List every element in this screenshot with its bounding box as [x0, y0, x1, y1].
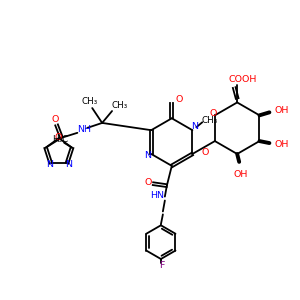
Text: O: O: [209, 109, 217, 118]
Text: N: N: [191, 122, 198, 131]
Text: N: N: [46, 160, 53, 169]
Text: O: O: [144, 178, 152, 187]
Text: CH₃: CH₃: [201, 116, 217, 125]
Text: O: O: [52, 116, 59, 124]
Text: H₃C: H₃C: [52, 135, 68, 144]
Text: CH₃: CH₃: [81, 97, 98, 106]
Text: COOH: COOH: [229, 75, 257, 84]
Text: OH: OH: [274, 140, 289, 148]
Text: F: F: [159, 261, 165, 270]
Text: OH: OH: [274, 106, 289, 115]
Text: NH: NH: [77, 125, 91, 134]
Text: OH: OH: [234, 170, 248, 179]
Text: CH₃: CH₃: [112, 100, 128, 109]
Text: N: N: [65, 160, 73, 169]
Text: HN: HN: [150, 191, 164, 200]
Text: O: O: [202, 148, 209, 157]
Text: N: N: [144, 152, 151, 160]
Text: O: O: [54, 133, 61, 142]
Text: O: O: [175, 95, 182, 104]
